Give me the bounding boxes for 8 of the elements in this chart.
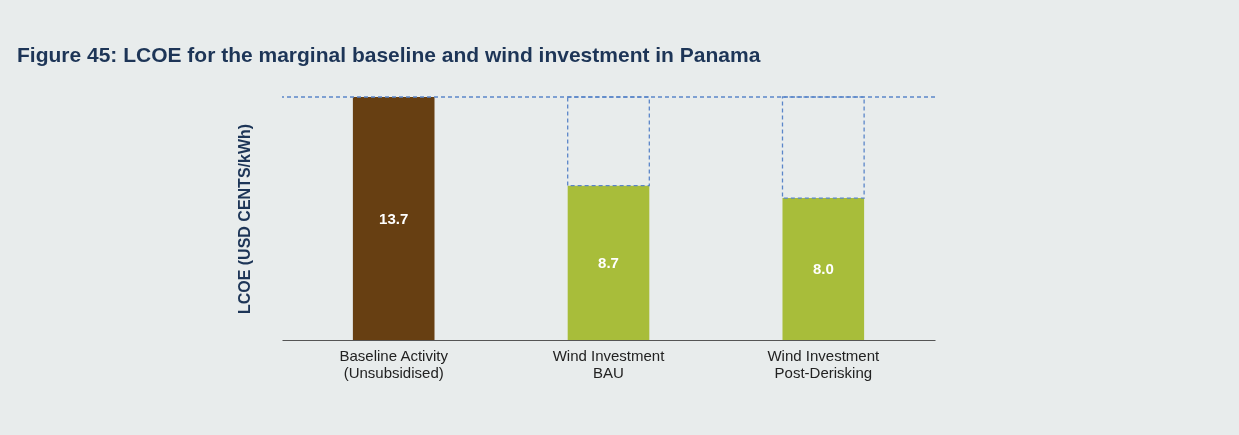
data-label: 13.7 (379, 209, 409, 227)
data-label: 8.0 (812, 260, 834, 278)
chart-title: Figure 45: LCOE for the marginal baseline and wind investment in Panama (17, 43, 761, 67)
data-label: 8.7 (598, 253, 619, 271)
x-tick-label: Wind Investment Post-Derisking (767, 346, 880, 381)
x-tick-label: Wind Investment BAU (552, 346, 666, 381)
y-axis-title: LCOE (USD CENTS/kWh) (235, 123, 253, 315)
x-tick-label: Baseline Activity (Unsubsidised) (339, 346, 449, 381)
